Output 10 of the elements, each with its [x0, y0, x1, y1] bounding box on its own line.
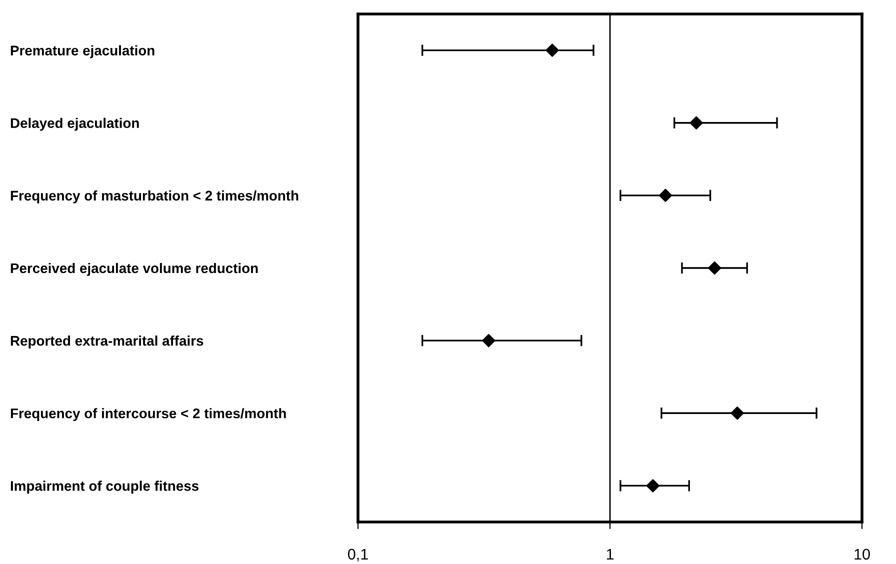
x-tick-label: 1	[606, 548, 614, 560]
x-tick-label: 0,1	[348, 548, 368, 562]
y-tick-label: Frequency of intercourse < 2 times/month	[10, 408, 286, 422]
y-tick-label: Reported extra-marital affairs	[10, 336, 204, 348]
y-tick-label: Frequency of masturbation < 2 times/month	[10, 190, 298, 204]
x-tick-label: 10	[854, 548, 870, 560]
y-tick-label: Premature ejaculation	[10, 45, 154, 58]
y-tick-label: Delayed ejaculation	[10, 118, 139, 131]
y-tick-label: Perceived ejaculate volume reduction	[10, 262, 258, 276]
y-tick-label: Impairment of couple fitness	[10, 480, 199, 494]
